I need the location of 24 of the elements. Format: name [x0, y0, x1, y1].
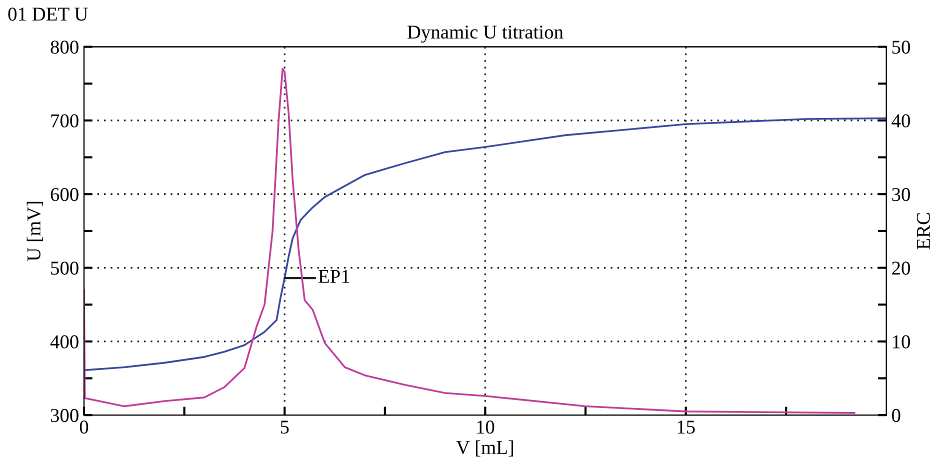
x-tick-label: 10: [477, 420, 494, 434]
y-tick-label: 400: [50, 335, 78, 348]
annotation: EP1: [318, 270, 350, 283]
y-tick-label: 600: [50, 188, 78, 202]
y-tick-label: 300: [50, 408, 78, 422]
y-tick-label: 500: [51, 262, 78, 275]
chart-title: Dynamic U titration: [407, 26, 564, 43]
y2-tick-label: 10: [892, 335, 910, 348]
line-series: [84, 68, 856, 414]
text: 01 DET U: [8, 8, 88, 21]
y-axis-title: U [mV]: [26, 202, 43, 262]
y2-tick-label: 30: [892, 188, 910, 202]
y2-tick-label: 0: [892, 408, 900, 422]
y-tick-label: 700: [51, 114, 78, 128]
x-tick-label: 0: [80, 420, 88, 434]
x-tick-label: 5: [280, 420, 289, 434]
y-tick-label: 800: [50, 40, 78, 54]
y2-tick-label: 40: [892, 114, 910, 128]
y2-tick-label: 20: [892, 262, 910, 275]
y2-tick-label: 50: [892, 40, 910, 54]
line-series: [84, 117, 886, 372]
x-axis-title: V [mL]: [456, 440, 514, 456]
y2-axis-title: ERC: [916, 213, 930, 250]
x-tick-label: 15: [678, 420, 695, 434]
